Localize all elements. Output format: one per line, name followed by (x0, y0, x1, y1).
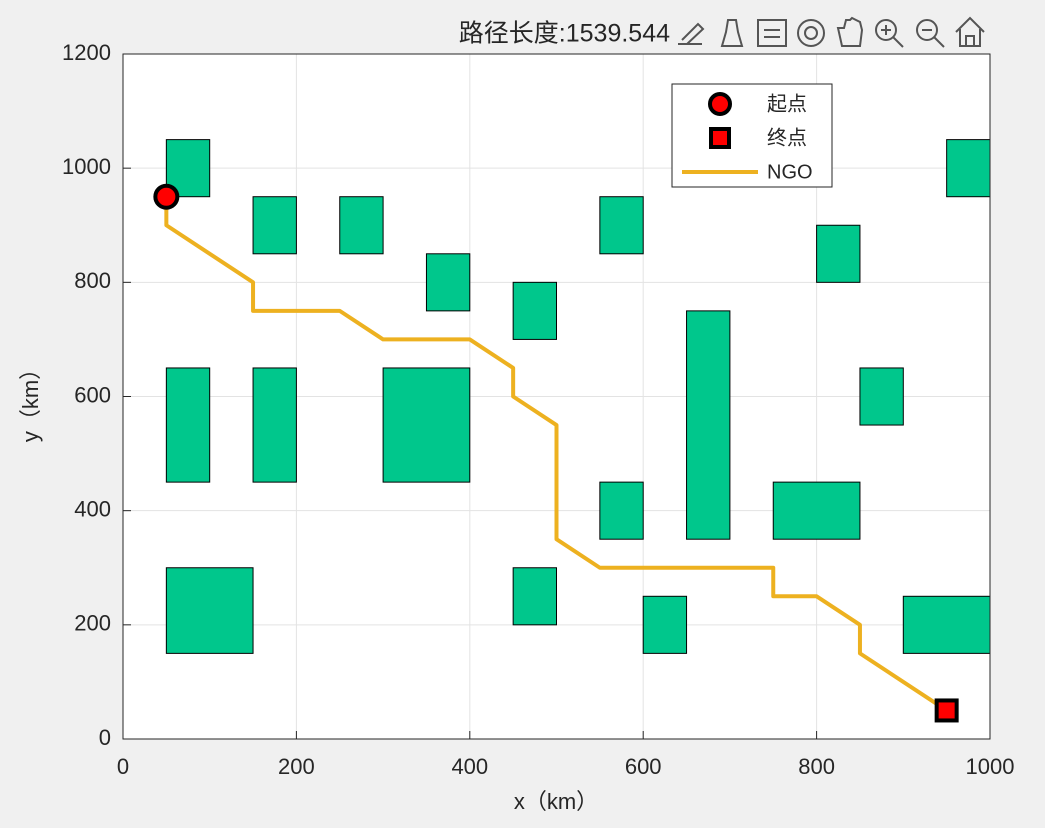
toolbar-zoom-in-glyph (881, 25, 904, 48)
obstacle (902, 595, 991, 654)
ticks: 0 200 400 600 800 1000 0 200 400 600 800 1000 1200 (62, 40, 1014, 779)
legend-label: 终点 (767, 126, 807, 149)
obstacles (165, 139, 991, 654)
y-tick-label: 1000 (62, 154, 111, 179)
obstacle (599, 196, 644, 255)
y-tick-label: 200 (74, 611, 111, 636)
toolbar-zoom-in[interactable] (875, 19, 897, 41)
toolbar-home[interactable] (955, 16, 985, 47)
y-tick-label: 1200 (62, 40, 111, 65)
start-marker (153, 183, 180, 210)
y-tick-label: 400 (74, 496, 111, 521)
path-line (164, 196, 948, 713)
obstacle (252, 196, 297, 255)
obstacle (686, 310, 731, 540)
obstacle (772, 481, 861, 540)
obstacle (165, 367, 211, 483)
plot-area (153, 183, 959, 723)
toolbar-zoom-out-glyph (922, 29, 945, 48)
x-tick-label: 1000 (966, 754, 1015, 779)
obstacle (165, 567, 254, 654)
x-tick-label: 400 (451, 754, 488, 779)
legend-label: 起点 (767, 92, 807, 115)
title: 路径长度:1539.544 (459, 20, 670, 48)
y-tick-label: 800 (74, 268, 111, 293)
obstacle (382, 367, 471, 483)
obstacle (512, 281, 558, 340)
y-tick-label: 0 (99, 725, 111, 750)
y-tick-label: 600 (74, 382, 111, 407)
obstacle (252, 367, 297, 483)
legend-label: NGO (767, 161, 813, 183)
end-marker (934, 698, 959, 723)
legend-box (671, 83, 833, 188)
x-axis-label: x（km） (514, 789, 598, 814)
y-axis-label: y（km） (18, 358, 43, 442)
obstacle (512, 567, 558, 626)
x-tick-label: 600 (625, 754, 662, 779)
toolbar-rotate-inner (804, 26, 818, 40)
obstacle (599, 481, 644, 540)
legend-end-symbol (709, 127, 731, 149)
legend-start-symbol (708, 92, 732, 116)
obstacle (816, 224, 861, 283)
toolbar-zoom-out[interactable] (916, 19, 938, 41)
toolbar (678, 16, 985, 48)
obstacle (339, 196, 384, 255)
toolbar-legend[interactable] (757, 19, 787, 47)
x-tick-label: 200 (278, 754, 315, 779)
x-tick-label: 800 (798, 754, 835, 779)
toolbar-brush[interactable] (720, 19, 744, 47)
obstacle (425, 253, 471, 312)
obstacle (946, 139, 991, 198)
obstacle (859, 367, 904, 426)
toolbar-rotate[interactable] (797, 19, 825, 47)
toolbar-edit[interactable] (678, 22, 705, 45)
x-tick-label: 0 (117, 754, 129, 779)
obstacle (642, 595, 688, 654)
toolbar-pan[interactable] (836, 16, 864, 47)
